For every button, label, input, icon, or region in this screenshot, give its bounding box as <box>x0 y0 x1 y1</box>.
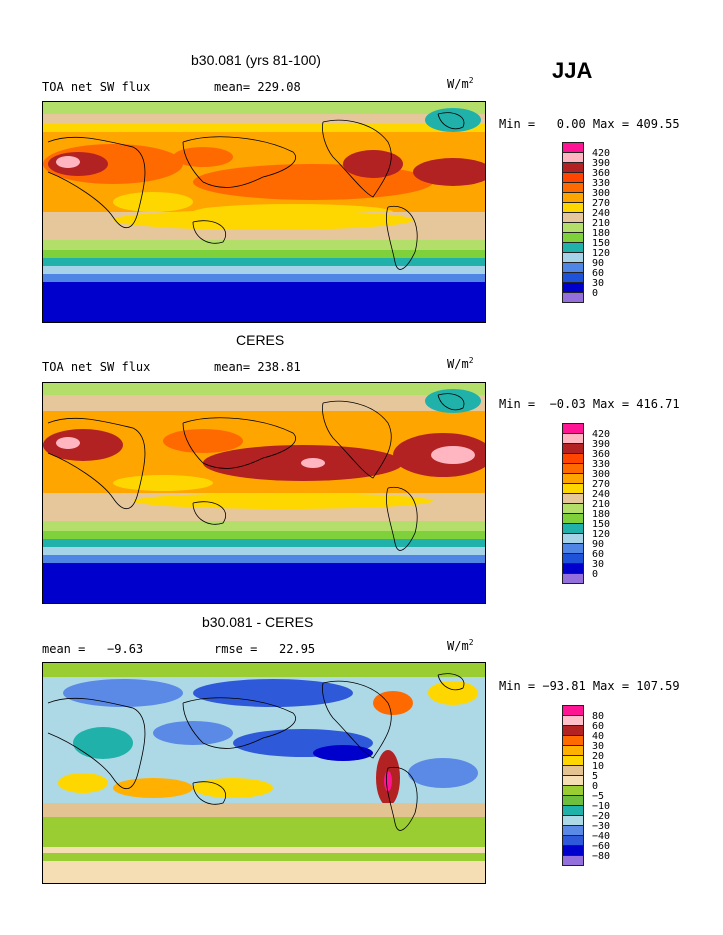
colorbar-label: 60 <box>592 549 605 560</box>
colorbar-label: 0 <box>592 569 599 580</box>
panel-3-minmax: Min = −93.81 Max = 107.59 <box>499 679 680 693</box>
panel-2-units: W/m2 <box>447 356 474 371</box>
colorbar-label: 360 <box>592 449 611 460</box>
colorbar-label: 120 <box>592 529 611 540</box>
panel-1-map <box>42 101 486 323</box>
colorbar-label: 5 <box>592 771 599 782</box>
colorbar-label: 270 <box>592 479 611 490</box>
colorbar-label: 90 <box>592 258 605 269</box>
colorbar-label: 240 <box>592 489 611 500</box>
colorbar-label: 0 <box>592 288 599 299</box>
panel-2-field-label: TOA net SW flux <box>42 360 151 374</box>
colorbar-label: 150 <box>592 238 611 249</box>
colorbar-label: 150 <box>592 519 611 530</box>
panel-1-field-label: TOA net SW flux <box>42 80 151 94</box>
colorbar-label: −60 <box>592 841 611 852</box>
panel-1-mean: mean= 229.08 <box>214 80 301 94</box>
colorbar-label: 240 <box>592 208 611 219</box>
colorbar-label: 390 <box>592 439 611 450</box>
colorbar-label: 300 <box>592 188 611 199</box>
panel-2-colorbar <box>562 423 584 584</box>
panel-3-mean: mean = −9.63 <box>42 642 144 656</box>
colorbar-label: 300 <box>592 469 611 480</box>
panel-2-minmax: Min = −0.03 Max = 416.71 <box>499 397 680 411</box>
colorbar-label: −80 <box>592 851 611 862</box>
colorbar-label: 30 <box>592 741 605 752</box>
colorbar-label: 60 <box>592 268 605 279</box>
season-label: JJA <box>552 58 593 83</box>
colorbar-label: 80 <box>592 711 605 722</box>
colorbar-label: 210 <box>592 218 611 229</box>
colorbar-label: 390 <box>592 158 611 169</box>
colorbar-label: 0 <box>592 781 599 792</box>
panel-3-rmse: rmse = 22.95 <box>214 642 316 656</box>
colorbar-label: 330 <box>592 178 611 189</box>
colorbar-label: 60 <box>592 721 605 732</box>
colorbar-label: 180 <box>592 509 611 520</box>
colorbar-label: 20 <box>592 751 605 762</box>
colorbar-label: 40 <box>592 731 605 742</box>
colorbar-label: 420 <box>592 148 611 159</box>
colorbar-label: 120 <box>592 248 611 259</box>
panel-2-title: CERES <box>236 332 285 348</box>
colorbar-label: 360 <box>592 168 611 179</box>
colorbar-swatch <box>562 573 584 584</box>
colorbar-label: 180 <box>592 228 611 239</box>
panel-1-colorbar <box>562 142 584 303</box>
colorbar-label: 270 <box>592 198 611 209</box>
colorbar-label: 420 <box>592 429 611 440</box>
panel-3-units: W/m2 <box>447 638 474 653</box>
colorbar-label: −30 <box>592 821 611 832</box>
panel-1-title: b30.081 (yrs 81-100) <box>191 52 321 68</box>
panel-2-mean: mean= 238.81 <box>214 360 301 374</box>
colorbar-swatch <box>562 292 584 303</box>
colorbar-label: 10 <box>592 761 605 772</box>
colorbar-label: −20 <box>592 811 611 822</box>
panel-2-map <box>42 382 486 604</box>
colorbar-label: −40 <box>592 831 611 842</box>
colorbar-label: 90 <box>592 539 605 550</box>
colorbar-swatch <box>562 855 584 866</box>
colorbar-label: 210 <box>592 499 611 510</box>
colorbar-label: 30 <box>592 559 605 570</box>
colorbar-label: 30 <box>592 278 605 289</box>
panel-1-minmax: Min = 0.00 Max = 409.55 <box>499 117 680 131</box>
panel-3-map <box>42 662 486 884</box>
colorbar-label: −10 <box>592 801 611 812</box>
colorbar-label: −5 <box>592 791 605 802</box>
colorbar-label: 330 <box>592 459 611 470</box>
panel-3-colorbar <box>562 705 584 866</box>
panel-1-units: W/m2 <box>447 76 474 91</box>
panel-3-title: b30.081 - CERES <box>202 614 314 630</box>
